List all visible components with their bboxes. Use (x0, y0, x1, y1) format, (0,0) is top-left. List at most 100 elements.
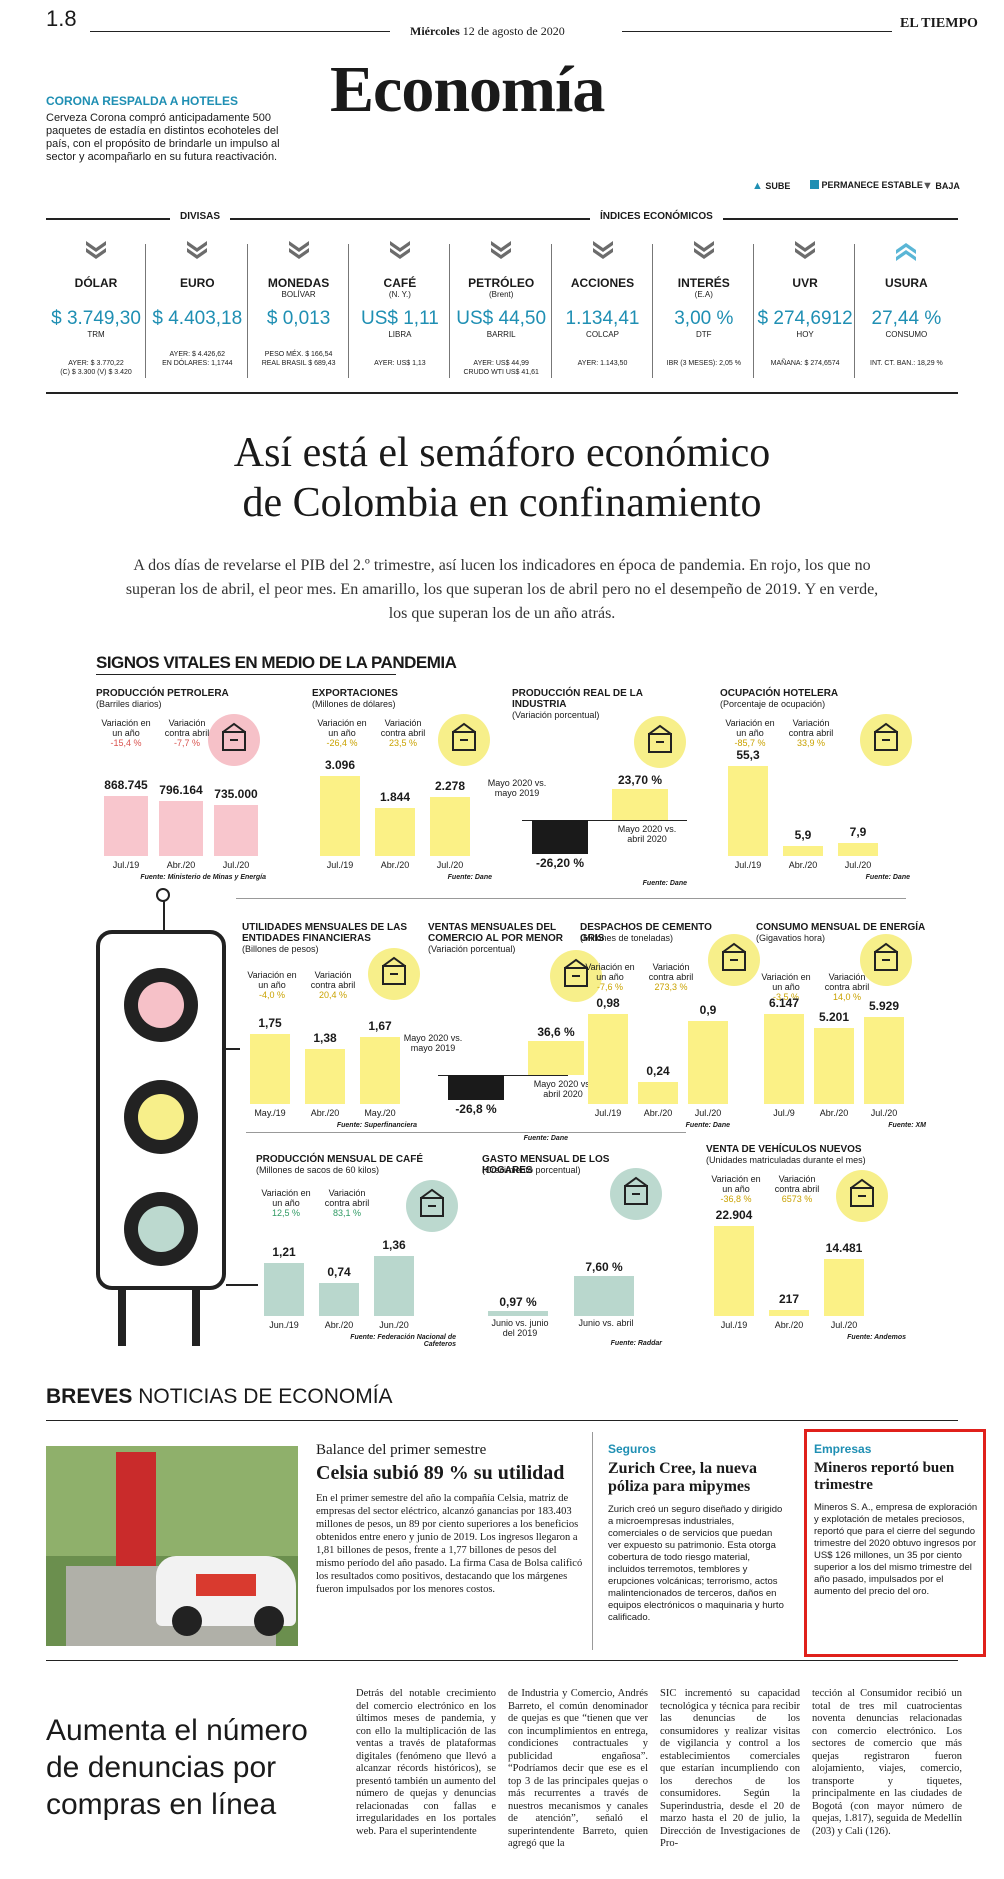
chart-subtitle: (Variación porcentual) (512, 710, 600, 720)
shopping-bag-icon (550, 950, 602, 1002)
lead-paragraph: A dos días de revelarse el PIB del 2.º t… (125, 557, 879, 622)
chart-category: Abr./20 (310, 1108, 340, 1118)
zurich-kicker: Seguros (608, 1442, 657, 1456)
chart-bar (250, 1034, 290, 1104)
chart-category: Jul./20 (222, 860, 250, 870)
chart-bar (375, 808, 415, 856)
section-title: Economía (330, 53, 605, 126)
mineros-headline: Mineros reportó buen trimestre (814, 1460, 955, 1493)
chart-subtitle: (Barriles diarios) (96, 699, 162, 709)
chart-category: Jul./19 (112, 860, 140, 870)
chart-title: VENTA DE VEHÍCULOS NUEVOS (706, 1144, 862, 1155)
chevron-down-icon (287, 240, 311, 262)
chart-value: -26,20 % (535, 856, 585, 870)
chevron-down-icon (591, 240, 615, 262)
chart-value: 1,21 (272, 1244, 296, 1259)
indicator-name: CAFÉ (383, 276, 417, 290)
chart-source: Fuente: Superfinanciera (336, 1122, 417, 1129)
traffic-light (96, 930, 226, 1290)
chart-category: Jul./19 (720, 1320, 748, 1330)
chart-bar (528, 1041, 584, 1075)
chart-bar (319, 1283, 359, 1316)
indicator-unit: HOY (796, 330, 814, 339)
variation-april: Variación contra abril 33,9 % (788, 718, 834, 748)
variation-april: Variación contra abril 6573 % (774, 1174, 820, 1204)
indicator-value: $ 4.403,18 (152, 308, 243, 329)
indicator-name: INTERÉS (677, 276, 730, 290)
indicator-café: CAFÉ (N. Y.) US$ 1,11 LIBRA AYER: US$ 1,13 (350, 240, 450, 380)
chart-value: 3.096 (324, 758, 356, 772)
coffee-sacks-icon (406, 1180, 458, 1232)
indicator-value: US$ 1,11 (360, 308, 439, 329)
chart-title: OCUPACIÓN HOTELERA (720, 688, 839, 699)
chart-category: Jul./20 (694, 1108, 722, 1118)
chart-subtitle: (Gigavatios hora) (756, 933, 826, 943)
chart-source: Fuente: Raddar (610, 1340, 662, 1347)
chart-bar (824, 1259, 864, 1316)
chart-category: Mayo 2020 vs. abril 2020 (617, 824, 677, 844)
chart-bar (264, 1262, 304, 1316)
chart-value: 0,98 (596, 996, 620, 1010)
indicator-usura: USURA 27,44 % CONSUMO INT. CT. BAN.: 18,29 … (856, 240, 956, 380)
header-rule-right (622, 31, 892, 32)
chart-value: 7,60 % (585, 1260, 623, 1274)
chart-value: 868.745 (104, 778, 148, 792)
chart-bar (374, 1256, 414, 1316)
indicator-footnote: AYER: $ 3.770,22 (C) $ 3.300 (V) $ 3.420 (60, 360, 132, 376)
chart-value: 5.201 (818, 1009, 850, 1024)
story2-col3: SIC incrementó su capacidad tecnológica … (660, 1688, 800, 1849)
chart-subtitle: (Porcentaje de ocupación) (720, 699, 826, 709)
indicator-unit: CONSUMO (885, 330, 928, 339)
chart-bar (612, 789, 668, 820)
chart-title: DESPACHOS DE CEMENTO GRIS (580, 922, 712, 944)
variation-year: Variación en un año -3,5 % (761, 972, 811, 1002)
chart-category: Mayo 2020 vs. mayo 2019 (487, 778, 547, 798)
power-tower-icon (860, 934, 912, 986)
row-divider-2 (246, 1132, 686, 1133)
indicator-unit: BARRIL (486, 330, 516, 339)
chart-value: 5.929 (868, 999, 900, 1014)
chart-bar (638, 1081, 678, 1104)
chevron-up-icon: ▲ (752, 180, 763, 192)
house-icon (610, 1168, 662, 1220)
indices-label: ÍNDICES ECONÓMICOS (590, 211, 723, 222)
chart-bar (769, 1310, 809, 1316)
shipping-box-icon (438, 714, 490, 766)
indicator-dólar: DÓLAR $ 3.749,30 TRM AYER: $ 3.770,22 (C) $ … (46, 240, 146, 380)
chart-source: Fuente: Dane (447, 874, 492, 881)
chart-title: PRODUCCIÓN REAL DE LA INDUSTRIA (512, 688, 643, 710)
highlight-box (804, 1429, 986, 1657)
chart-value: 55,3 (736, 748, 760, 762)
indicator-name: UVR (792, 276, 818, 290)
chart-bar (783, 846, 823, 856)
chart-category: Abr./20 (788, 860, 818, 870)
chevron-down-icon (185, 240, 209, 262)
chart-value: 6.147 (768, 996, 800, 1010)
chevron-down-icon (84, 240, 108, 262)
chart-subtitle: (Millones de sacos de 60 kilos) (256, 1165, 380, 1175)
chart-bar (838, 843, 878, 856)
indicator-name: EURO (179, 276, 215, 290)
variation-year: Variación en un año 12,5 % (261, 1188, 311, 1218)
indicator-footnote: AYER: US$ 44,99 CRUDO WTI US$ 41,61 (463, 360, 539, 376)
chart-value: -26,8 % (455, 1101, 497, 1116)
indicator-sub: (E.A) (694, 290, 713, 299)
story2-headline: Aumenta el número de denuncias por compr… (46, 1714, 308, 1821)
indicator-unit: COLCAP (586, 330, 619, 339)
chevron-down-icon (489, 240, 513, 262)
main-headline: Así está el semáforo económico de Colomb… (233, 430, 771, 526)
light-yellow (124, 1080, 198, 1154)
indicator-name: DÓLAR (74, 276, 118, 290)
indicator-value: 1.134,41 (565, 308, 640, 329)
chart-subtitle: (Millones de toneladas) (580, 933, 674, 943)
variation-april: Variación contra abril 14,0 % (824, 972, 870, 1002)
breves-title: BREVES NOTICIAS DE ECONOMÍA (46, 1385, 393, 1408)
chart-bar (588, 1014, 628, 1104)
chart-category: Jul./19 (326, 860, 354, 870)
chart-category: Jun./20 (379, 1320, 409, 1330)
indicator-footnote: INT. CT. BAN.: 18,29 % (870, 360, 943, 367)
chart-source: Fuente: Federación Nacional de Cafeteros (350, 1334, 456, 1348)
indicator-footnote: AYER: 1.143,50 (577, 360, 628, 367)
square-icon (810, 180, 819, 189)
chart-bar (688, 1021, 728, 1104)
